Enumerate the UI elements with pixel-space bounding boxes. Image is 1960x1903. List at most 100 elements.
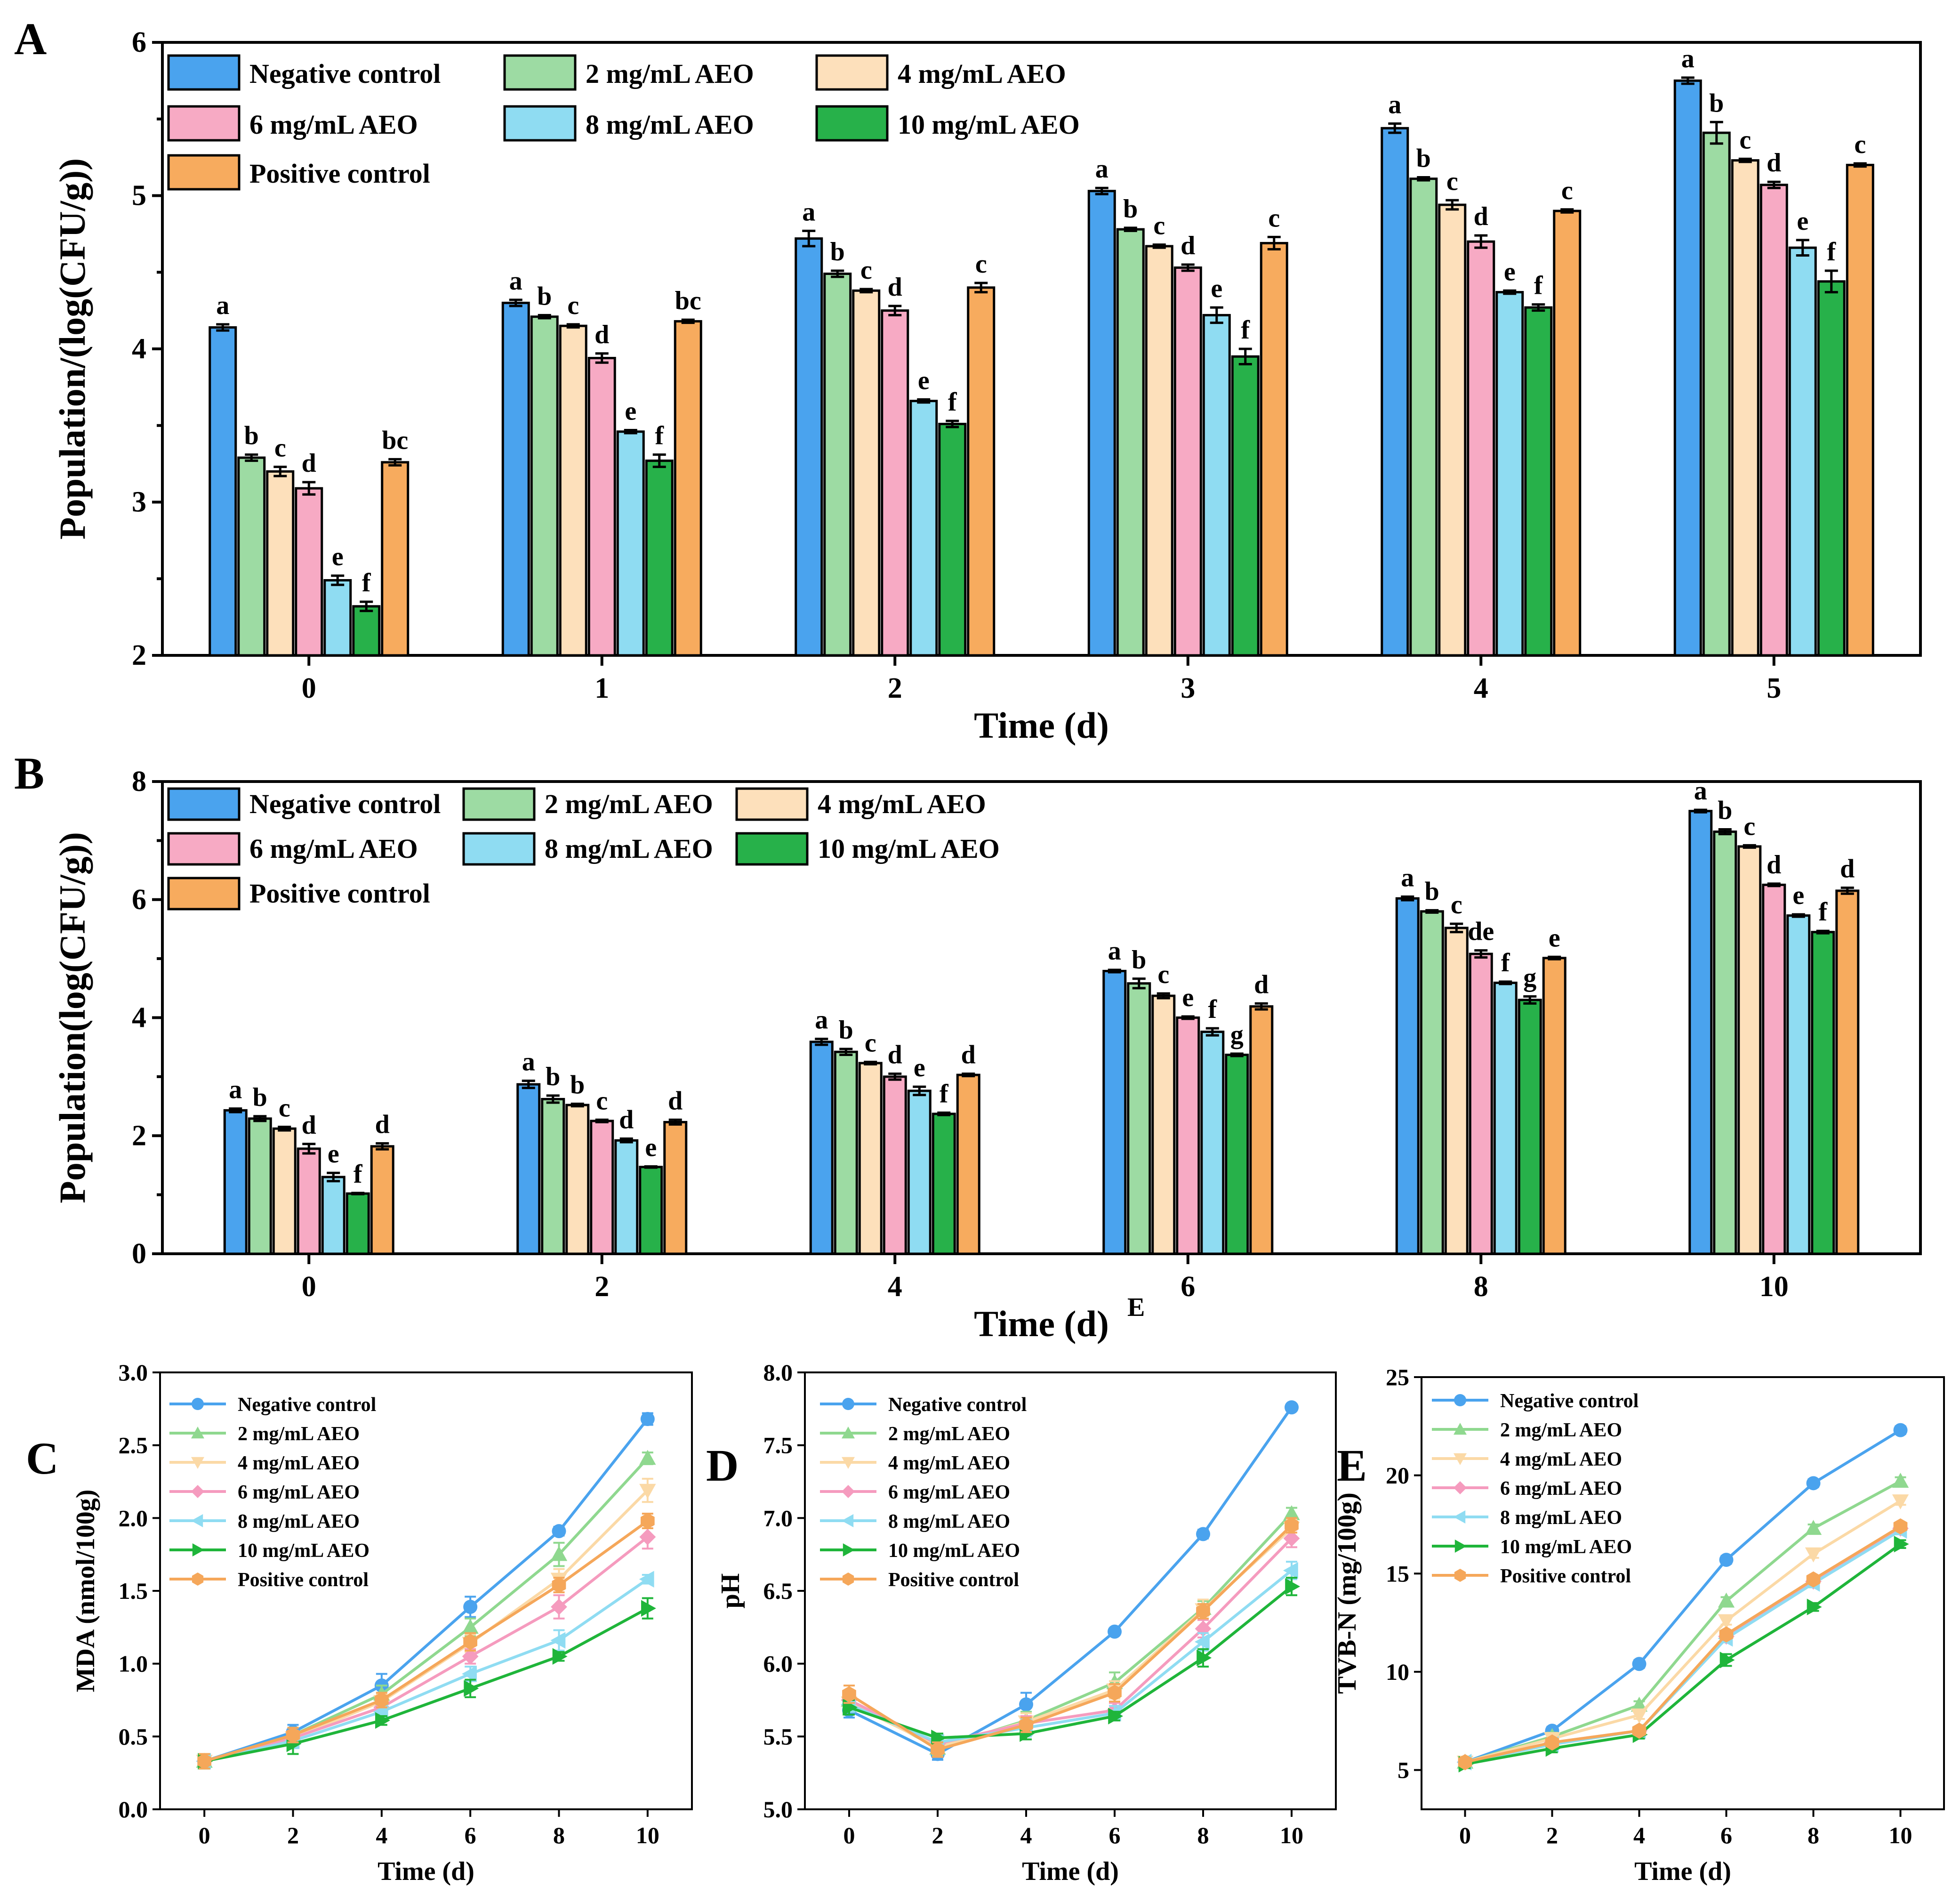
legend-label-2-mg-ml-aeo: 2 mg/mL AEO	[545, 789, 713, 819]
x-tick-label: 6	[1109, 1822, 1121, 1848]
y-axis-title: TVB-N (mg/100g)	[1333, 1492, 1362, 1694]
legend-label-10-mg-ml-aeo: 10 mg/mL AEO	[898, 109, 1080, 140]
legend-marker-4-mg-ml-aeo	[191, 1457, 204, 1469]
bar-4-mg-ml-aeo-3	[1145, 245, 1173, 657]
significance-letter: e	[1792, 881, 1804, 910]
legend-label-negative-control: Negative control	[1500, 1390, 1639, 1412]
legend-marker-10-mg-ml-aeo	[1454, 1540, 1467, 1553]
significance-letter: d	[619, 1105, 634, 1135]
bar-6-mg-ml-aeo-0	[297, 1147, 321, 1255]
significance-letter: f	[940, 1079, 949, 1108]
bar-10-mg-ml-aeo-8	[1518, 999, 1542, 1255]
legend-swatch-4-mg-ml-aeo	[815, 54, 889, 91]
data-point-positive-control	[197, 1753, 212, 1770]
bar-4-mg-ml-aeo-4	[858, 1062, 883, 1255]
y-tick-label: 2	[132, 1120, 146, 1152]
significance-letter: f	[655, 421, 664, 451]
significance-letter: d	[302, 1111, 316, 1140]
data-point-8-mg-ml-aeo	[1283, 1562, 1298, 1579]
significance-letter: e	[1211, 274, 1222, 303]
significance-letter: c	[1268, 203, 1280, 233]
legend-marker-4-mg-ml-aeo	[842, 1457, 855, 1469]
data-point-10-mg-ml-aeo	[1894, 1535, 1909, 1553]
legend-swatch-10-mg-ml-aeo	[735, 832, 809, 866]
bar-10-mg-ml-aeo-3	[1231, 355, 1260, 657]
bar-4-mg-ml-aeo-8	[1444, 927, 1469, 1255]
significance-letter: a	[216, 291, 229, 320]
significance-letter: f	[1241, 315, 1250, 345]
significance-letter: b	[1132, 945, 1146, 975]
legend-label-10-mg-ml-aeo: 10 mg/mL AEO	[238, 1540, 370, 1562]
bar-positive-control-10	[1835, 889, 1860, 1255]
x-axis-title: Time (d)	[378, 1857, 474, 1886]
bar-6-mg-ml-aeo-4	[1467, 240, 1495, 657]
bar-negative-control-0	[209, 326, 237, 657]
y-axis-title: Population/(log(CFU/g))	[52, 158, 93, 540]
x-tick-label: 8	[1474, 1271, 1488, 1303]
data-point-negative-control	[552, 1524, 566, 1539]
data-point-10-mg-ml-aeo	[1285, 1578, 1301, 1595]
bar-positive-control-2	[967, 286, 996, 657]
legend-swatch-6-mg-ml-aeo	[167, 832, 241, 866]
series-line-positive-control	[204, 1520, 649, 1763]
data-point-2-mg-ml-aeo	[550, 1546, 568, 1561]
data-point-2-mg-ml-aeo	[639, 1450, 656, 1465]
panel-letter-d: D	[706, 1440, 739, 1491]
legend-marker-6-mg-ml-aeo	[842, 1485, 855, 1498]
data-point-negative-control	[1285, 1400, 1299, 1415]
bar-negative-control-0	[223, 1109, 248, 1255]
data-point-6-mg-ml-aeo	[462, 1648, 479, 1665]
y-tick-label: 10	[1386, 1659, 1409, 1685]
significance-letter: f	[1534, 271, 1543, 300]
legend-label-10-mg-ml-aeo: 10 mg/mL AEO	[818, 833, 1000, 864]
significance-letter: b	[570, 1071, 585, 1100]
bar-2-mg-ml-aeo-6	[1127, 982, 1151, 1255]
significance-letter: b	[546, 1062, 560, 1091]
significance-letter: c	[1446, 167, 1458, 196]
x-tick-label: 6	[1181, 1271, 1195, 1303]
data-point-positive-control	[1458, 1754, 1472, 1771]
significance-letter: a	[229, 1075, 242, 1105]
bar-10-mg-ml-aeo-5	[1817, 280, 1846, 657]
panel-d-line-chart: 5.0 5.5 6.0 6.5 7.0 7.5 8.0 0 2 4 6 8 10 Time (d) pH Ne…	[716, 1359, 1337, 1886]
x-tick-label: 0	[302, 672, 316, 704]
significance-letter: e	[625, 397, 636, 426]
y-axis-title: Population(log(CFU/g))	[52, 832, 93, 1203]
series-line-negative-control	[848, 1406, 1293, 1756]
bar-negative-control-5	[1673, 79, 1702, 657]
bar-2-mg-ml-aeo-2	[823, 273, 852, 657]
bar-2-mg-ml-aeo-8	[1420, 910, 1444, 1255]
panel-e-line-chart: 5 10 15 20 25 0 2 4 6 8 10 Time (d) TVB-N (mg/100g) N…	[1333, 1364, 1945, 1886]
significance-letter: d	[302, 449, 316, 478]
bar-positive-control-0	[370, 1145, 394, 1255]
legend-marker-8-mg-ml-aeo	[1454, 1510, 1466, 1524]
legend-swatch-2-mg-ml-aeo	[503, 54, 577, 91]
bar-negative-control-4	[1381, 127, 1409, 657]
bar-8-mg-ml-aeo-1	[616, 430, 645, 657]
legend-marker-6-mg-ml-aeo	[191, 1485, 204, 1498]
x-tick-label: 8	[1807, 1822, 1819, 1848]
legend-label-2-mg-ml-aeo: 2 mg/mL AEO	[586, 58, 754, 89]
x-tick-label: 4	[1020, 1822, 1032, 1848]
legend-label-positive-control: Positive control	[249, 878, 430, 909]
significance-letter: f	[1501, 948, 1510, 977]
panel-letter-a: A	[14, 14, 47, 64]
x-axis-title: Time (d)	[974, 1303, 1109, 1344]
legend-marker-6-mg-ml-aeo	[1454, 1481, 1467, 1494]
significance-letter: f	[1827, 237, 1836, 266]
y-tick-label: 6.0	[763, 1651, 793, 1677]
bar-8-mg-ml-aeo-10	[1786, 914, 1811, 1255]
bar-10-mg-ml-aeo-2	[938, 422, 967, 657]
data-point-positive-control	[931, 1742, 945, 1758]
legend-marker-2-mg-ml-aeo	[191, 1427, 204, 1439]
significance-letter: a	[815, 1006, 828, 1035]
y-tick-label: 6	[132, 26, 146, 58]
bar-positive-control-4	[956, 1073, 980, 1255]
data-point-10-mg-ml-aeo	[375, 1712, 390, 1729]
bar-8-mg-ml-aeo-5	[1788, 246, 1817, 657]
y-tick-label: 15	[1386, 1560, 1409, 1587]
data-point-negative-control	[640, 1411, 655, 1426]
panel-letter-c: C	[26, 1433, 58, 1484]
data-point-negative-control	[1719, 1553, 1734, 1567]
